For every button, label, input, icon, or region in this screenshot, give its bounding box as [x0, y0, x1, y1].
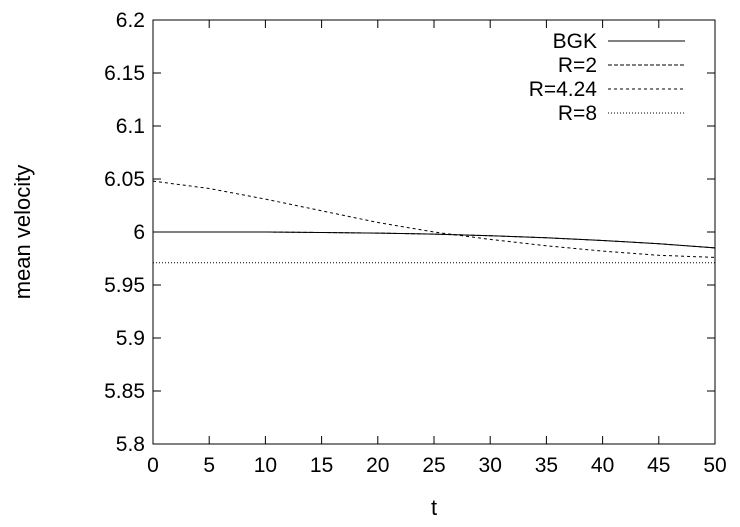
y-tick-label: 5.85 [104, 380, 145, 403]
legend-label-2: R=2 [558, 54, 597, 77]
x-tick-label: 5 [203, 454, 215, 477]
series-line-2 [153, 231, 716, 249]
x-tick-label: 25 [422, 454, 445, 477]
y-tick-label: 6.15 [104, 62, 145, 85]
x-tick-label: 20 [366, 454, 389, 477]
x-tick-label: 35 [535, 454, 558, 477]
legend-label-4: R=8 [558, 102, 597, 125]
x-tick-label: 0 [147, 454, 159, 477]
legend-label-1: BGK [553, 30, 597, 53]
y-tick-label: 6 [133, 221, 145, 244]
series-line-1 [153, 231, 716, 249]
x-tick-label: 30 [479, 454, 502, 477]
y-tick-label: 6.2 [116, 9, 145, 32]
y-tick-label: 5.9 [116, 327, 145, 350]
x-tick-label: 15 [310, 454, 333, 477]
x-tick-label: 10 [254, 454, 277, 477]
x-tick-label: 40 [591, 454, 614, 477]
y-tick-label: 5.95 [104, 274, 145, 297]
series-line-3 [152, 180, 716, 258]
y-axis-title: mean velocity [10, 165, 35, 300]
axis-ticks: 0 5 10 15 20 25 30 35 40 45 50 5.8 5.85 5.9 5.95 6 6.05 6… [104, 9, 727, 477]
series-group [152, 180, 716, 264]
x-tick-label: 50 [703, 454, 726, 477]
x-tick-label: 45 [647, 454, 670, 477]
y-tick-label: 6.1 [116, 115, 145, 138]
legend-label-3: R=4.24 [529, 78, 598, 101]
x-axis-title: t [431, 495, 437, 520]
y-tick-label: 6.05 [104, 168, 145, 191]
y-tick-label: 5.8 [116, 433, 145, 456]
